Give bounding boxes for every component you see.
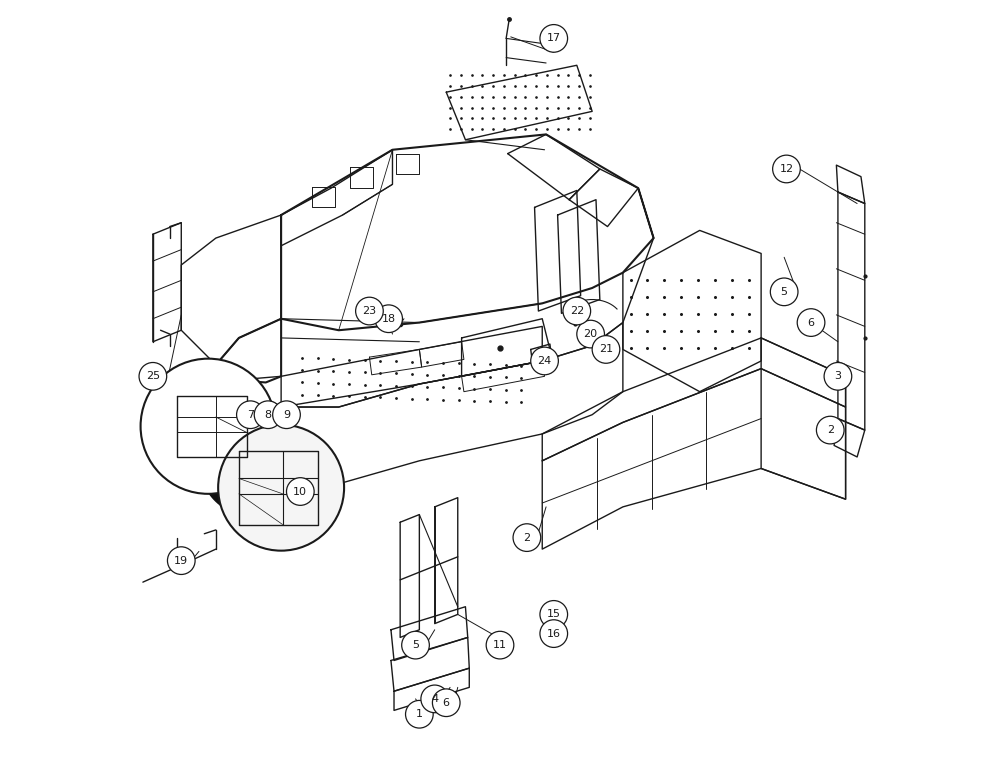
Circle shape — [273, 401, 300, 429]
Circle shape — [540, 25, 568, 52]
Text: 5: 5 — [412, 640, 419, 650]
Circle shape — [139, 362, 167, 390]
Text: 2: 2 — [523, 532, 530, 543]
Circle shape — [421, 685, 449, 713]
Text: 2: 2 — [827, 425, 834, 435]
Text: 25: 25 — [146, 371, 160, 382]
Text: 4: 4 — [431, 694, 438, 704]
Text: 16: 16 — [547, 628, 561, 639]
Circle shape — [513, 524, 541, 551]
Text: 8: 8 — [265, 409, 272, 420]
Circle shape — [432, 689, 460, 717]
Text: 17: 17 — [547, 33, 561, 44]
Circle shape — [406, 700, 433, 728]
Text: 7: 7 — [247, 409, 254, 420]
Text: 23: 23 — [362, 306, 377, 316]
Text: 12: 12 — [779, 164, 794, 174]
Circle shape — [286, 478, 314, 505]
Circle shape — [577, 320, 604, 348]
Text: 6: 6 — [443, 697, 450, 708]
Circle shape — [141, 359, 276, 494]
Circle shape — [375, 305, 402, 333]
Circle shape — [254, 401, 282, 429]
Text: 6: 6 — [808, 317, 815, 328]
Text: 5: 5 — [781, 286, 788, 297]
Circle shape — [237, 401, 264, 429]
Text: 24: 24 — [537, 356, 552, 366]
Text: 20: 20 — [584, 329, 598, 339]
Circle shape — [540, 601, 568, 628]
Circle shape — [563, 297, 591, 325]
Circle shape — [797, 309, 825, 336]
Circle shape — [486, 631, 514, 659]
Circle shape — [770, 278, 798, 306]
Polygon shape — [202, 457, 268, 521]
Text: 18: 18 — [382, 313, 396, 324]
Text: 1: 1 — [416, 709, 423, 720]
Circle shape — [824, 362, 852, 390]
Circle shape — [218, 425, 344, 551]
Circle shape — [592, 336, 620, 363]
Text: 22: 22 — [570, 306, 584, 316]
Circle shape — [356, 297, 383, 325]
Circle shape — [540, 620, 568, 647]
Text: 19: 19 — [174, 555, 188, 566]
Circle shape — [402, 631, 429, 659]
Text: 21: 21 — [599, 344, 613, 355]
Text: 11: 11 — [493, 640, 507, 650]
Text: 10: 10 — [293, 486, 307, 497]
Circle shape — [773, 155, 800, 183]
Text: 9: 9 — [283, 409, 290, 420]
Text: 3: 3 — [834, 371, 841, 382]
Text: 15: 15 — [547, 609, 561, 620]
Circle shape — [167, 547, 195, 574]
Circle shape — [531, 347, 558, 375]
Circle shape — [816, 416, 844, 444]
